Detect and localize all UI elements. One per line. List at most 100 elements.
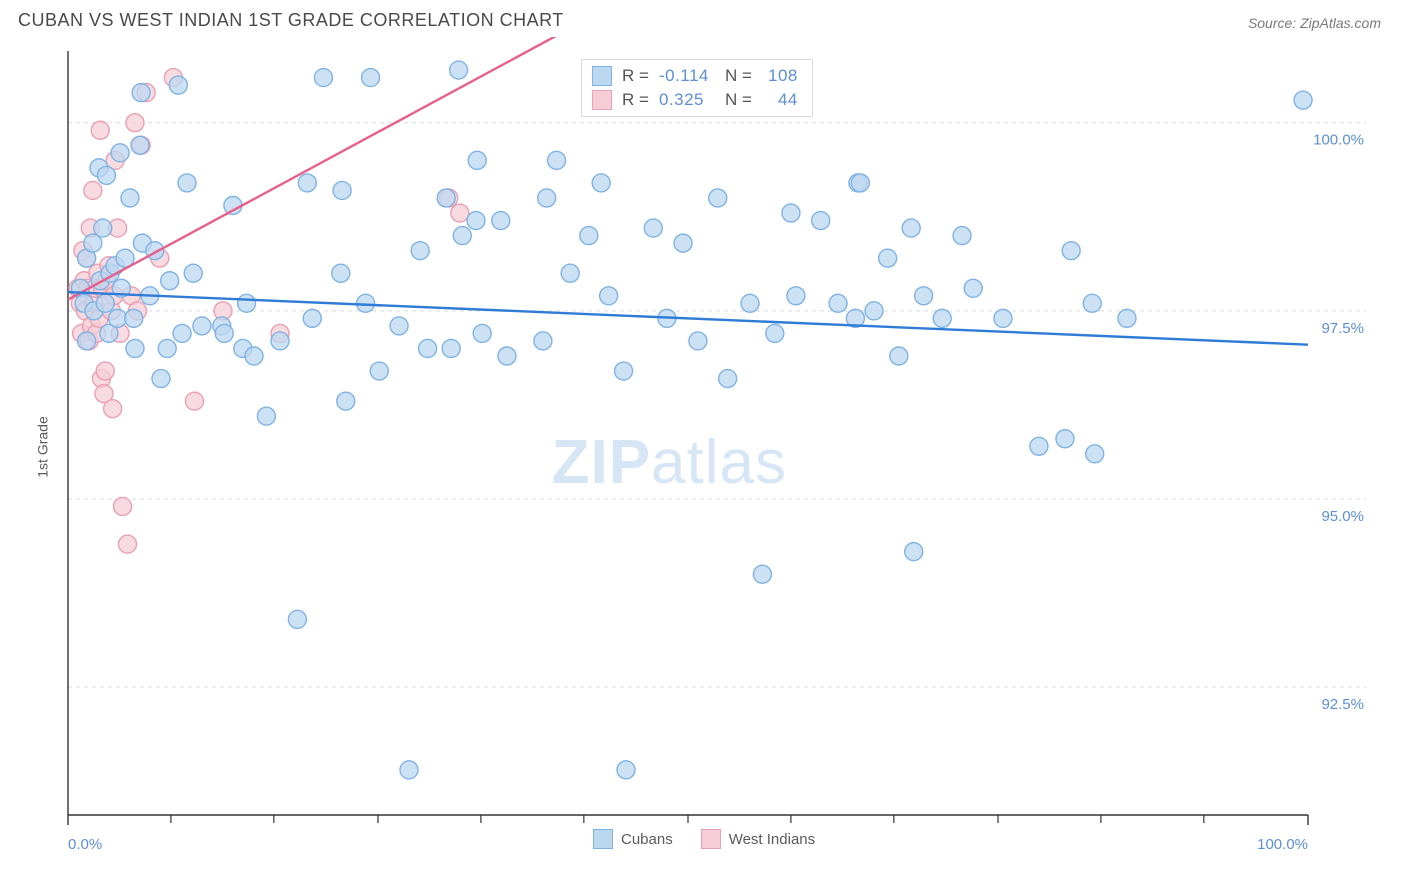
scatter-point-cubans	[96, 294, 114, 312]
scatter-point-cubans	[709, 189, 727, 207]
stat-r-label: R =	[622, 90, 649, 110]
x-tick-label: 0.0%	[68, 836, 102, 853]
stat-n-value: 44	[762, 90, 798, 110]
scatter-point-cubans	[617, 761, 635, 779]
scatter-point-cubans	[492, 212, 510, 230]
stats-legend-box: R = -0.114 N = 108R = 0.325 N = 44	[581, 59, 813, 117]
scatter-point-cubans	[994, 309, 1012, 327]
scatter-point-cubans	[812, 212, 830, 230]
scatter-point-cubans	[152, 370, 170, 388]
scatter-point-cubans	[851, 174, 869, 192]
scatter-point-cubans	[592, 174, 610, 192]
scatter-point-cubans	[193, 317, 211, 335]
chart-header: CUBAN VS WEST INDIAN 1ST GRADE CORRELATI…	[0, 0, 1406, 37]
scatter-point-cubans	[787, 287, 805, 305]
scatter-point-cubans	[1083, 294, 1101, 312]
scatter-point-cubans	[600, 287, 618, 305]
scatter-point-cubans	[132, 84, 150, 102]
y-tick-label: 97.5%	[1321, 320, 1364, 337]
scatter-point-cubans	[161, 272, 179, 290]
scatter-point-cubans	[782, 204, 800, 222]
y-tick-label: 100.0%	[1313, 132, 1364, 149]
scatter-point-cubans	[184, 264, 202, 282]
scatter-point-cubans	[890, 347, 908, 365]
stats-row-cubans: R = -0.114 N = 108	[592, 64, 798, 88]
scatter-point-cubans	[580, 227, 598, 245]
scatter-point-cubans	[288, 610, 306, 628]
scatter-point-cubans	[303, 309, 321, 327]
scatter-point-cubans	[437, 189, 455, 207]
y-tick-label: 95.0%	[1321, 508, 1364, 525]
scatter-point-cubans	[719, 370, 737, 388]
scatter-point-westindians	[104, 400, 122, 418]
scatter-point-cubans	[534, 332, 552, 350]
scatter-point-cubans	[158, 339, 176, 357]
scatter-point-cubans	[902, 219, 920, 237]
scatter-point-cubans	[178, 174, 196, 192]
y-axis-label: 1st Grade	[35, 416, 51, 477]
scatter-point-cubans	[362, 69, 380, 87]
scatter-point-cubans	[689, 332, 707, 350]
scatter-point-cubans	[548, 151, 566, 169]
scatter-point-cubans	[1056, 430, 1074, 448]
scatter-point-cubans	[121, 189, 139, 207]
stat-n-label: N =	[725, 66, 752, 86]
scatter-point-cubans	[400, 761, 418, 779]
stat-r-value: 0.325	[659, 90, 715, 110]
scatter-point-cubans	[332, 264, 350, 282]
y-tick-label: 92.5%	[1321, 696, 1364, 713]
stats-row-westindians: R =0.325N =44	[592, 88, 798, 112]
swatch-cubans	[592, 66, 612, 86]
scatter-point-cubans	[473, 324, 491, 342]
scatter-point-cubans	[766, 324, 784, 342]
scatter-point-cubans	[453, 227, 471, 245]
scatter-point-cubans	[271, 332, 289, 350]
scatter-point-cubans	[964, 279, 982, 297]
scatter-point-cubans	[829, 294, 847, 312]
scatter-point-cubans	[337, 392, 355, 410]
scatter-point-cubans	[173, 324, 191, 342]
scatter-point-cubans	[333, 181, 351, 199]
scatter-point-cubans	[442, 339, 460, 357]
bottom-legend: Cubans West Indians	[593, 829, 815, 849]
scatter-point-cubans	[1030, 437, 1048, 455]
scatter-point-westindians	[451, 204, 469, 222]
scatter-point-cubans	[245, 347, 263, 365]
scatter-point-cubans	[97, 166, 115, 184]
scatter-point-cubans	[1118, 309, 1136, 327]
stat-r-value: -0.114	[659, 66, 715, 86]
scatter-point-cubans	[169, 76, 187, 94]
scatter-point-westindians	[114, 497, 132, 515]
stat-r-label: R =	[622, 66, 649, 86]
scatter-point-westindians	[91, 121, 109, 139]
scatter-point-cubans	[126, 339, 144, 357]
scatter-point-cubans	[561, 264, 579, 282]
scatter-point-cubans	[674, 234, 692, 252]
scatter-point-cubans	[419, 339, 437, 357]
scatter-point-cubans	[298, 174, 316, 192]
x-tick-label: 100.0%	[1257, 836, 1308, 853]
scatter-point-cubans	[125, 309, 143, 327]
scatter-point-cubans	[865, 302, 883, 320]
scatter-point-cubans	[390, 317, 408, 335]
swatch-westindians	[592, 90, 612, 110]
legend-label: West Indians	[729, 831, 815, 848]
scatter-point-cubans	[111, 144, 129, 162]
scatter-point-cubans	[257, 407, 275, 425]
stat-n-value: 108	[762, 66, 798, 86]
chart-title: CUBAN VS WEST INDIAN 1ST GRADE CORRELATI…	[18, 10, 564, 31]
scatter-point-cubans	[131, 136, 149, 154]
legend-label: Cubans	[621, 831, 673, 848]
scatter-point-cubans	[644, 219, 662, 237]
scatter-point-cubans	[615, 362, 633, 380]
scatter-point-westindians	[126, 114, 144, 132]
scatter-point-cubans	[370, 362, 388, 380]
scatter-plot-svg: 100.0% 97.5% 95.0% 92.5% 0.0% 100.0%	[18, 37, 1388, 857]
scatter-point-cubans	[915, 287, 933, 305]
scatter-point-cubans	[753, 565, 771, 583]
scatter-point-cubans	[94, 219, 112, 237]
scatter-point-cubans	[1062, 242, 1080, 260]
scatter-point-cubans	[467, 212, 485, 230]
legend-item-westindians: West Indians	[701, 829, 815, 849]
scatter-point-cubans	[411, 242, 429, 260]
